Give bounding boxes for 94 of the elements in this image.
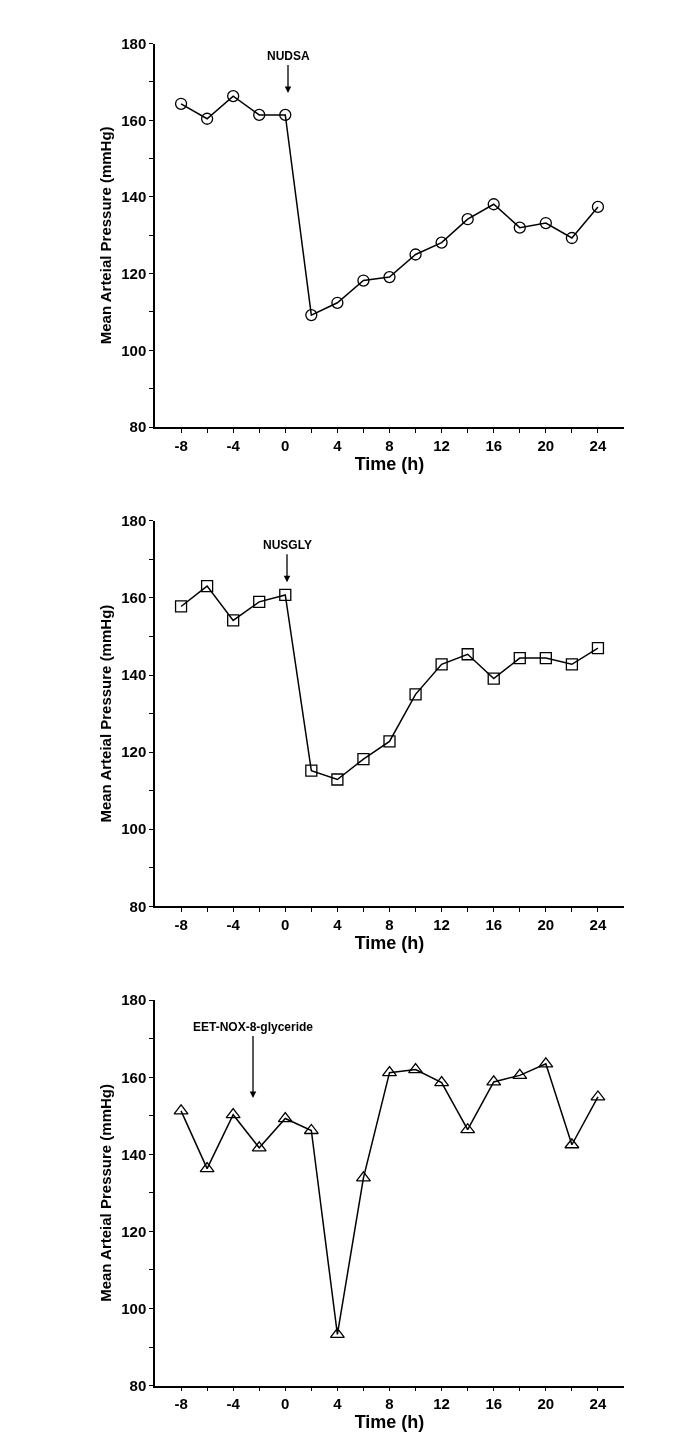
y-tick-label: 160: [121, 111, 147, 129]
point: [279, 108, 292, 122]
x-tick-label: 24: [589, 436, 607, 454]
point: [357, 752, 370, 766]
y-axis-title: Mean Arteial Pressure (mmHg): [96, 604, 114, 823]
x-tick-label: 20: [537, 1395, 555, 1413]
y-tick-label: 80: [129, 1376, 147, 1394]
y-tick-label: 180: [121, 512, 147, 530]
annotation: EET-NOX-8-glyceride: [193, 1020, 314, 1034]
point: [565, 658, 579, 671]
x-tick-label: 12: [433, 916, 450, 934]
point: [253, 108, 266, 122]
y-tick-label: 140: [121, 188, 147, 206]
point: [331, 773, 344, 786]
y-tick-label: 160: [121, 589, 147, 607]
x-tick-label: 4: [333, 436, 343, 454]
point: [461, 213, 474, 226]
y-tick-label: 100: [121, 341, 147, 359]
point: [383, 735, 396, 748]
x-tick-label: 0: [281, 916, 290, 934]
annotation: NUDSA: [267, 49, 310, 63]
point: [487, 672, 500, 685]
x-tick-label: -8: [174, 1395, 188, 1413]
point: [199, 1161, 215, 1173]
x-tick-label: 0: [281, 1395, 290, 1413]
point: [277, 1111, 293, 1123]
x-tick-label: 16: [485, 436, 503, 454]
point: [253, 595, 266, 608]
point: [227, 89, 240, 103]
point: [435, 236, 448, 249]
point: [383, 270, 396, 284]
point: [487, 198, 500, 211]
x-tick-label: 0: [281, 436, 290, 454]
point: [539, 651, 552, 665]
y-tick-label: 100: [121, 820, 147, 838]
x-tick-label: 12: [433, 436, 450, 454]
point: [331, 296, 344, 309]
x-axis-title: Time (h): [354, 1412, 425, 1433]
y-tick-label: 80: [129, 418, 147, 436]
point: [200, 579, 214, 593]
x-tick-label: 20: [537, 916, 555, 934]
x-tick-label: -4: [226, 916, 241, 934]
x-tick-label: 12: [433, 1395, 450, 1413]
x-tick-label: -8: [174, 916, 188, 934]
point: [513, 651, 526, 665]
point: [461, 648, 474, 661]
point: [409, 248, 422, 261]
x-tick-label: 8: [385, 1395, 394, 1413]
x-tick-label: 24: [589, 916, 607, 934]
y-tick-label: 140: [121, 666, 147, 684]
point: [174, 97, 188, 110]
y-tick-label: 120: [121, 264, 147, 282]
x-tick-label: 24: [589, 1395, 607, 1413]
point: [591, 641, 605, 655]
point: [305, 308, 318, 322]
point: [565, 231, 579, 245]
x-tick-label: 8: [385, 916, 394, 934]
x-axis-title: Time (h): [354, 453, 425, 474]
x-tick-label: 16: [485, 1395, 503, 1413]
point: [279, 588, 292, 602]
point: [303, 1123, 319, 1135]
point: [174, 600, 188, 613]
point: [227, 614, 240, 627]
point: [200, 112, 214, 125]
y-tick-label: 80: [129, 897, 147, 915]
point: [512, 1068, 528, 1080]
x-axis-title: Time (h): [354, 933, 425, 954]
x-tick-label: 20: [537, 436, 555, 454]
point: [409, 688, 422, 701]
point: [539, 216, 552, 230]
x-tick-label: 4: [333, 916, 343, 934]
y-tick-label: 120: [121, 1222, 147, 1240]
y-axis-title: Mean Arteial Pressure (mmHg): [96, 1083, 114, 1302]
point: [407, 1062, 424, 1074]
point: [435, 658, 448, 671]
point: [357, 274, 370, 287]
x-tick-label: -4: [226, 436, 241, 454]
x-tick-label: -8: [174, 436, 188, 454]
y-tick-label: 180: [121, 34, 147, 52]
y-tick-label: 140: [121, 1145, 147, 1163]
x-tick-label: 8: [385, 436, 394, 454]
x-tick-label: 16: [485, 916, 503, 934]
y-tick-label: 180: [121, 991, 147, 1009]
point: [591, 200, 605, 214]
y-axis-title: Mean Arteial Pressure (mmHg): [96, 126, 114, 345]
point: [513, 221, 526, 234]
point: [329, 1327, 345, 1339]
y-tick-label: 100: [121, 1299, 147, 1317]
annotation: NUSGLY: [263, 538, 312, 552]
x-tick-label: 4: [333, 1395, 343, 1413]
y-tick-label: 160: [121, 1068, 147, 1086]
x-tick-label: -4: [226, 1395, 241, 1413]
point: [305, 764, 318, 777]
y-tick-label: 120: [121, 743, 147, 761]
